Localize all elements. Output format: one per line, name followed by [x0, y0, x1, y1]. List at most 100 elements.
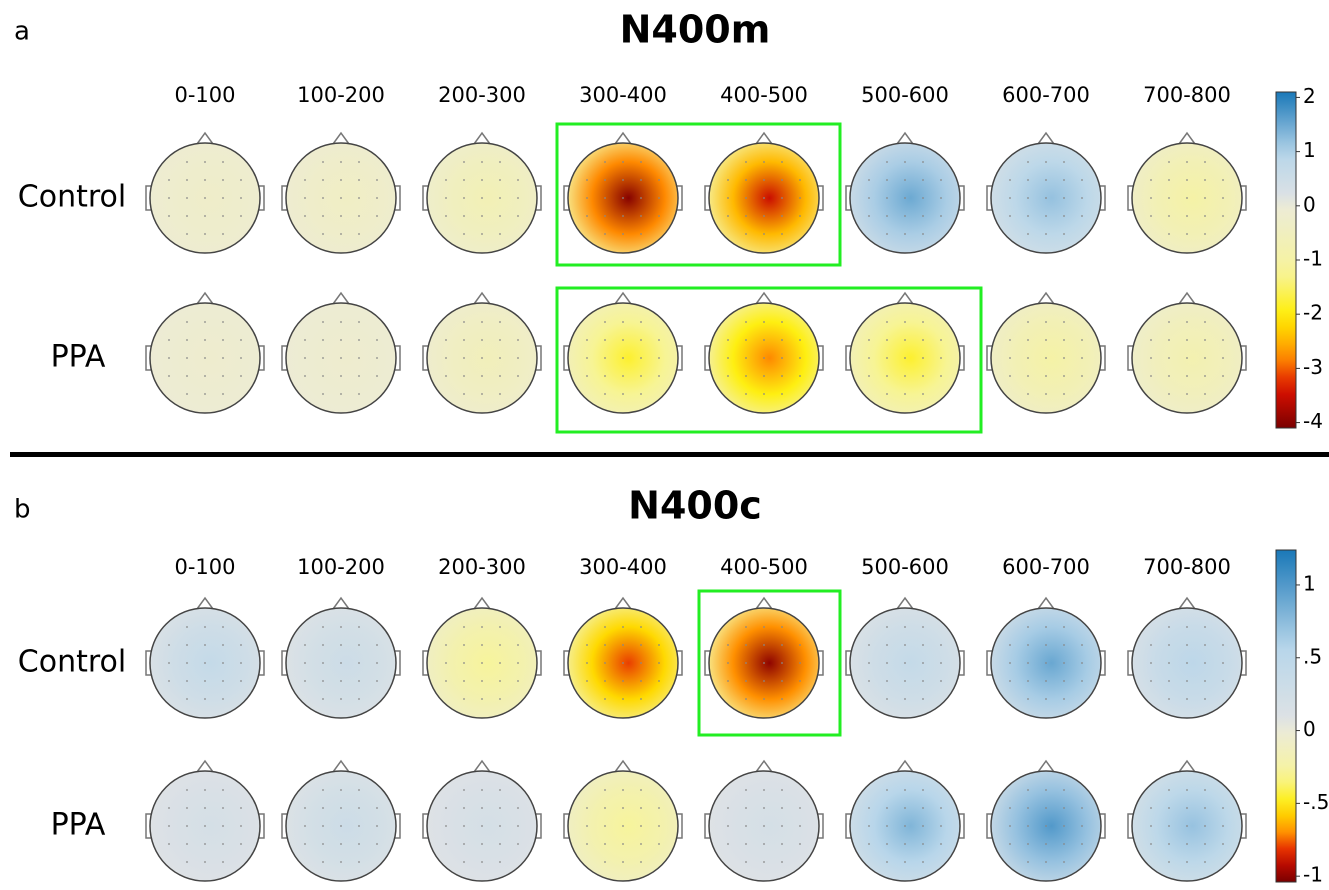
head-nose: [1178, 291, 1196, 305]
head-nose: [332, 596, 350, 610]
sensor: [463, 807, 465, 809]
sensor: [727, 662, 729, 664]
sensor: [640, 321, 642, 323]
column-label: 300-400: [579, 555, 667, 579]
sensor: [1204, 698, 1206, 700]
sensor: [868, 339, 870, 341]
colorbar-tick-label: 2: [1303, 84, 1316, 108]
sensor: [604, 393, 606, 395]
sensor: [222, 233, 224, 235]
sensor: [658, 197, 660, 199]
sensor: [1063, 662, 1065, 664]
sensor: [1081, 197, 1083, 199]
sensor: [886, 698, 888, 700]
head-nose: [755, 291, 773, 305]
sensor: [904, 339, 906, 341]
sensor: [799, 662, 801, 664]
sensor: [604, 843, 606, 845]
panel-label: b: [14, 495, 31, 525]
sensor: [1168, 698, 1170, 700]
sensor: [204, 807, 206, 809]
sensor: [1186, 339, 1188, 341]
sensor: [622, 680, 624, 682]
sensor: [604, 215, 606, 217]
head-nose: [1037, 596, 1055, 610]
colorbar-tick-label: -1: [1303, 863, 1323, 887]
sensor: [1204, 825, 1206, 827]
sensor: [463, 161, 465, 163]
sensor: [186, 825, 188, 827]
sensor: [499, 843, 501, 845]
column-label: 600-700: [1002, 83, 1090, 107]
sensor: [1186, 321, 1188, 323]
sensor: [1063, 393, 1065, 395]
sensor: [240, 357, 242, 359]
sensor: [322, 825, 324, 827]
sensor: [1204, 662, 1206, 664]
sensor: [781, 825, 783, 827]
sensor: [1222, 662, 1224, 664]
colorbar: [1275, 549, 1297, 883]
sensor: [304, 662, 306, 664]
sensor: [358, 233, 360, 235]
sensor: [481, 807, 483, 809]
sensor: [1222, 215, 1224, 217]
sensor: [904, 807, 906, 809]
sensor: [745, 197, 747, 199]
sensor: [340, 789, 342, 791]
sensor: [204, 698, 206, 700]
sensor: [186, 321, 188, 323]
sensor: [322, 393, 324, 395]
sensor: [304, 843, 306, 845]
sensor: [1009, 825, 1011, 827]
sensor: [517, 339, 519, 341]
sensor: [1045, 393, 1047, 395]
sensor: [622, 698, 624, 700]
sensor: [658, 357, 660, 359]
sensor: [604, 644, 606, 646]
sensor: [376, 179, 378, 181]
sensor: [1009, 339, 1011, 341]
sensor: [186, 197, 188, 199]
sensor: [781, 179, 783, 181]
sensor: [1063, 321, 1065, 323]
sensor: [886, 375, 888, 377]
sensor: [1168, 662, 1170, 664]
sensor: [640, 825, 642, 827]
sensor: [499, 375, 501, 377]
sensor: [186, 843, 188, 845]
sensor: [1204, 680, 1206, 682]
sensor: [517, 680, 519, 682]
sensor: [168, 197, 170, 199]
sensor: [499, 233, 501, 235]
sensor: [499, 179, 501, 181]
sensor: [922, 393, 924, 395]
sensor: [904, 393, 906, 395]
sensor: [1027, 393, 1029, 395]
sensor: [622, 662, 624, 664]
sensor: [1186, 215, 1188, 217]
sensor: [886, 789, 888, 791]
head-nose: [755, 759, 773, 773]
sensor: [622, 807, 624, 809]
sensor: [604, 375, 606, 377]
sensor: [168, 179, 170, 181]
sensor: [586, 807, 588, 809]
head-nose: [755, 596, 773, 610]
sensor: [1063, 375, 1065, 377]
sensor: [781, 375, 783, 377]
sensor: [1045, 215, 1047, 217]
sensor: [1027, 233, 1029, 235]
sensor: [204, 626, 206, 628]
sensor: [745, 215, 747, 217]
sensor: [517, 215, 519, 217]
sensor: [745, 680, 747, 682]
sensor: [727, 197, 729, 199]
sensor: [358, 789, 360, 791]
sensor: [204, 357, 206, 359]
sensor: [1063, 698, 1065, 700]
sensor: [763, 698, 765, 700]
sensor: [586, 644, 588, 646]
sensor: [322, 843, 324, 845]
sensor: [622, 393, 624, 395]
